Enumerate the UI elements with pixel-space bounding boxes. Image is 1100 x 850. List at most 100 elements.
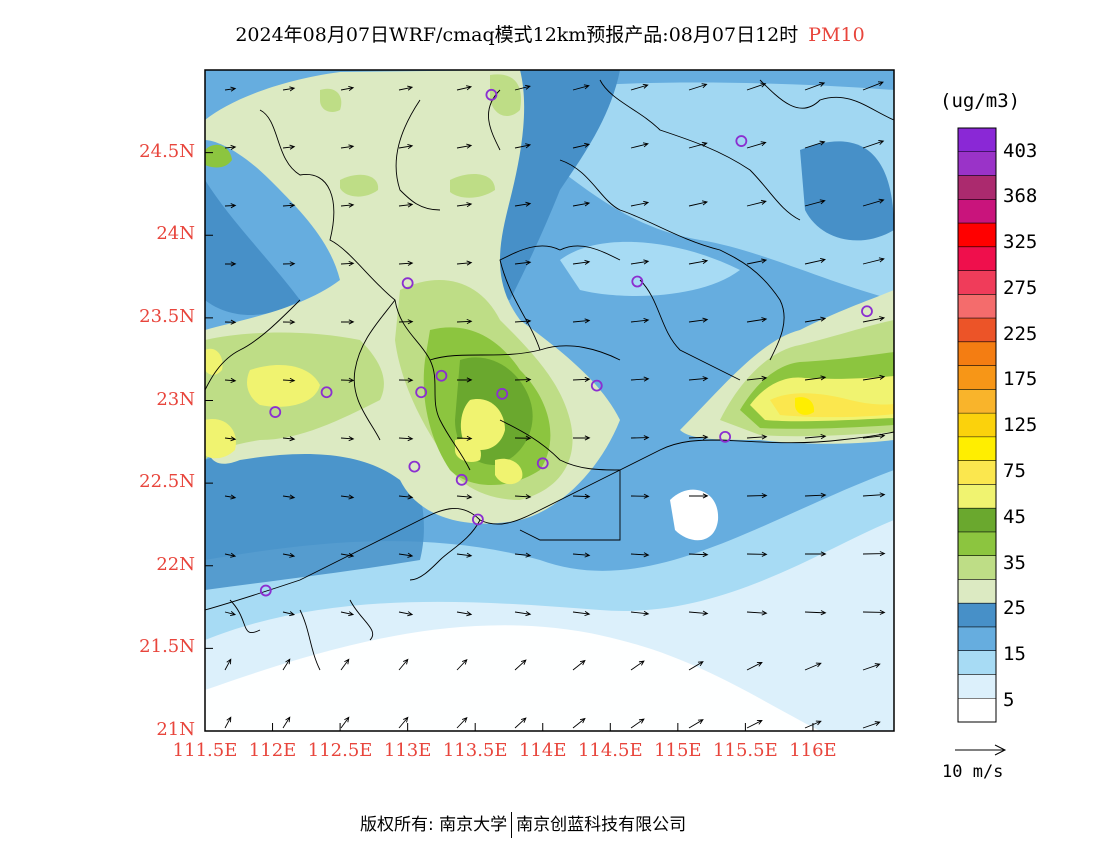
wind-arrow [688,434,709,440]
wind-arrow [688,719,704,729]
colorbar-swatch [958,270,996,295]
wind-arrow [398,144,414,150]
wind-arrow [804,316,827,323]
wind-arrow [804,551,827,557]
wind-arrow [514,143,532,149]
wind-arrow [862,316,886,323]
wind-arrow [862,198,885,207]
wind-arrow [630,259,650,265]
colorbar-swatch [958,698,996,722]
colorbar-swatch [958,531,996,556]
lon-label: 115E [654,740,702,761]
lon-label: 113E [383,740,432,761]
map-title: 2024年08月07日WRF/cmaq模式12km预报产品:08月07日12时 P… [0,20,1100,47]
wind-arrow [746,317,768,323]
colorbar-swatch [958,318,996,342]
wind-arrow [804,610,827,616]
colorbar-swatch [958,341,996,366]
wind-arrow [340,86,355,92]
wind-arrow [514,494,532,500]
wind-arrow [398,377,414,383]
wind-arrow [804,434,827,440]
wind-arrow [340,436,355,442]
wind-arrow [514,377,532,383]
wind-arrow [282,319,296,325]
station-marker [320,386,333,399]
colorbar-label: 5 [1003,689,1015,711]
wind-arrow [572,318,591,324]
colorbar-swatch [958,246,996,271]
colorbar-swatch [958,674,996,699]
colorbar-swatch [958,389,996,414]
wind-arrow [804,662,822,671]
wind-arrow [224,203,237,209]
lon-label: 114E [518,740,567,761]
lon-label: 114.5E [577,740,643,761]
station-marker [471,513,484,526]
station-marker [259,584,272,597]
wind-arrow [282,658,291,671]
wind-arrow [456,143,473,149]
wind-arrow [572,552,591,558]
wind-arrow [514,318,532,324]
wind-arrow [630,376,650,382]
wind-arrow [514,260,532,266]
lat-label: 21N [156,719,195,740]
wind-arrow [746,434,768,440]
wind-arrow [572,201,591,207]
wind-arrow [746,375,768,381]
wind-arrow [514,659,527,671]
colorbar-swatch [958,128,996,152]
station-marker [435,369,448,382]
wind-arrow [630,610,650,616]
wind-arrow [282,86,296,92]
station-marker [415,386,428,399]
colorbar-label: 175 [1003,368,1038,390]
colorbar-swatch [958,223,996,247]
lon-label: 112.5E [307,740,373,761]
station-marker [861,305,873,318]
station-marker [269,406,282,418]
lon-label: 112E [248,740,297,761]
wind-arrow [456,658,468,671]
wind-arrow [456,318,473,325]
wind-arrow [340,716,350,729]
colorbar-label: 35 [1003,552,1026,574]
copyright-text: 版权所有: 南京大学 [360,815,508,835]
wind-arrow [804,492,827,498]
colorbar-label: 25 [1003,597,1026,619]
concentration-field [205,70,894,731]
wind-arrow [282,611,296,617]
monitoring-stations [259,88,873,597]
wind-arrow [746,141,767,149]
wind-arrow [224,552,237,558]
wind-arrow [282,144,296,150]
wind-arrow [862,721,881,729]
wind-arrow [804,257,826,265]
wind-arrow [862,81,884,91]
wind-arrow [398,494,414,500]
wind-arrow [456,260,473,266]
wind-arrow [630,718,645,729]
wind-arrow [456,611,473,617]
wind-arrow [282,202,296,209]
wind-arrow [688,141,708,149]
colorbar-label: 15 [1003,643,1026,665]
wind-arrow [746,661,763,671]
wind-arrow [224,319,237,325]
wind-arrow [746,493,768,499]
station-marker [719,430,732,443]
colorbar-swatch [958,626,996,651]
colorbar-swatch [958,294,996,319]
colorbar-swatch [958,484,996,509]
wind-arrow [282,494,296,500]
wind-arrow [398,716,409,729]
wind-arrow [456,494,473,500]
wind-arrow [398,260,414,266]
station-marker [455,473,468,486]
wind-arrow [572,493,591,500]
wind-arrow [340,658,350,671]
wind-arrow [688,83,708,91]
